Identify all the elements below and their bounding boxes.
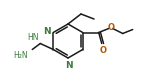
Text: HN: HN — [27, 33, 38, 42]
Text: N: N — [43, 28, 50, 37]
Text: H₂N: H₂N — [14, 51, 28, 60]
Text: O: O — [99, 46, 106, 55]
Text: O: O — [107, 23, 114, 32]
Text: N: N — [65, 61, 73, 70]
